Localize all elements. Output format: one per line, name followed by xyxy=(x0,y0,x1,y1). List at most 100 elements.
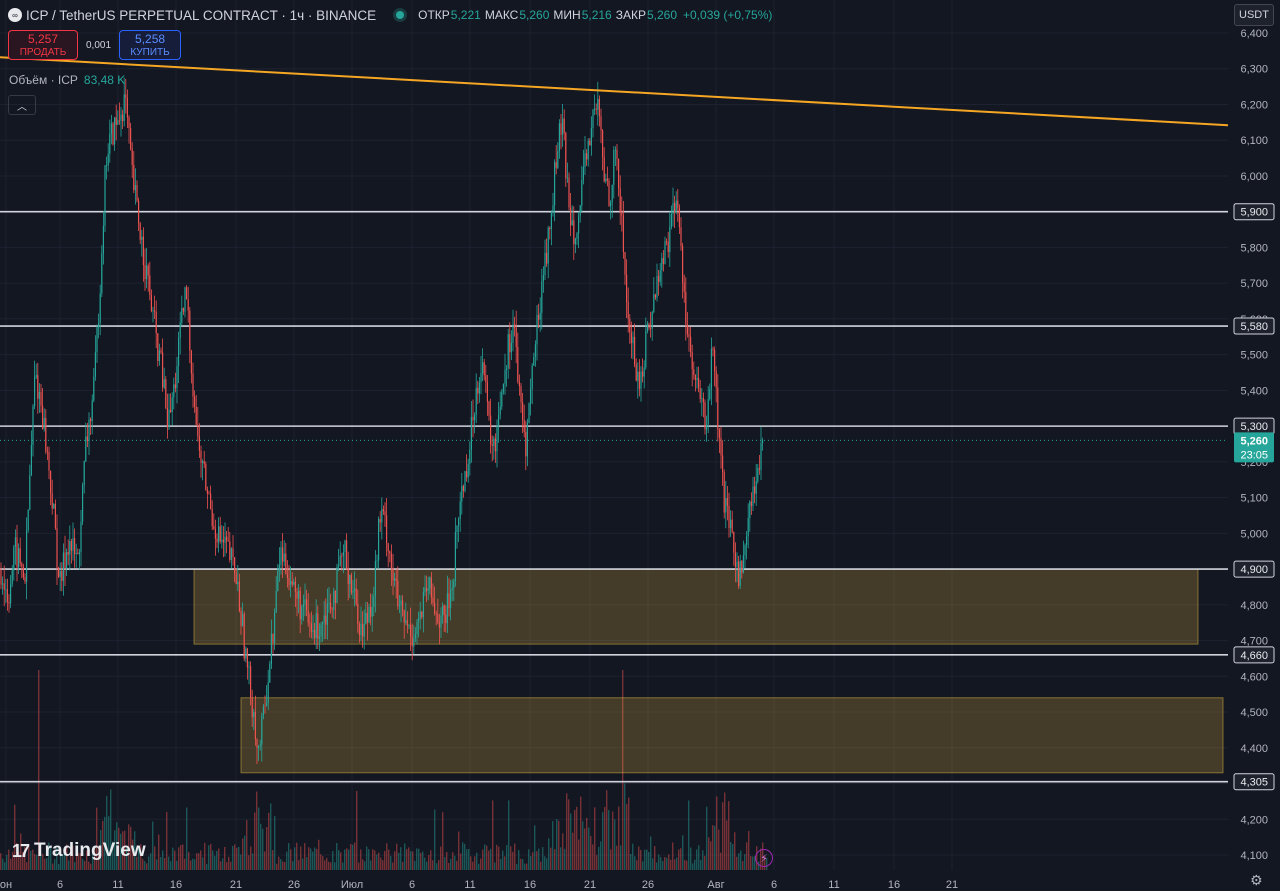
volume-bar xyxy=(542,847,544,870)
candle-body xyxy=(24,577,26,582)
volume-bar xyxy=(326,857,328,870)
candle-body xyxy=(701,398,703,400)
volume-bar xyxy=(296,842,298,870)
candle-body xyxy=(464,471,466,492)
sell-button[interactable]: 5,257 ПРОДАТЬ xyxy=(8,30,78,60)
volume-bar xyxy=(436,863,438,870)
volume-bar xyxy=(246,820,248,870)
candle-body xyxy=(514,324,516,328)
candle-body xyxy=(53,503,55,509)
currency-button[interactable]: USDT xyxy=(1234,4,1274,26)
candle-body xyxy=(696,378,698,381)
x-tick-label: Июл xyxy=(341,879,363,891)
candle-body xyxy=(634,336,636,365)
candle-body xyxy=(710,348,712,390)
candle-body xyxy=(547,227,549,264)
volume-bar xyxy=(616,845,618,870)
gear-icon[interactable]: ⚙ xyxy=(1250,872,1263,888)
candle-body xyxy=(19,548,21,564)
candle-body xyxy=(594,108,596,110)
candle-body xyxy=(258,745,260,749)
candle-body xyxy=(221,539,223,542)
candle-body xyxy=(266,702,268,707)
market-open-icon xyxy=(396,11,405,19)
volume-bar xyxy=(284,861,286,870)
volume-bars xyxy=(0,670,768,870)
candle-body xyxy=(318,636,320,639)
candle-body xyxy=(144,265,146,280)
candle-body xyxy=(443,605,445,615)
volume-bar xyxy=(128,824,130,870)
volume-bar xyxy=(422,851,424,870)
candle-body xyxy=(290,581,292,585)
candle-body xyxy=(413,638,415,647)
candle-body xyxy=(515,327,517,348)
volume-bar xyxy=(320,854,322,870)
candle-body xyxy=(362,623,364,637)
candle-body xyxy=(344,540,346,553)
volume-bar xyxy=(434,809,436,870)
candle-body xyxy=(613,150,615,185)
trendline-line xyxy=(0,56,1229,127)
candle-body xyxy=(114,117,116,145)
candle-body xyxy=(562,118,564,135)
volume-value: 83,48 K xyxy=(83,73,126,87)
lightning-icon[interactable]: ⚡ xyxy=(755,849,773,867)
volume-bar xyxy=(622,670,624,870)
volume-bar xyxy=(6,854,8,870)
candle-body xyxy=(592,109,594,128)
candle-body xyxy=(286,574,288,578)
volume-legend[interactable]: Объём · ICP 83,48 K xyxy=(9,73,125,87)
volume-bar xyxy=(386,843,388,870)
candle-body xyxy=(510,342,512,353)
trade-panel: 5,257 ПРОДАТЬ 0,001 5,258 КУПИТЬ xyxy=(8,30,182,60)
candle-body xyxy=(438,622,440,628)
candle-body xyxy=(528,403,530,423)
candle-body xyxy=(698,378,700,389)
candle-body xyxy=(733,532,735,553)
buy-button[interactable]: 5,258 КУПИТЬ xyxy=(119,30,182,60)
volume-bar xyxy=(380,857,382,870)
volume-bar xyxy=(690,847,692,870)
volume-bar xyxy=(750,856,752,870)
candle-body xyxy=(579,205,581,217)
candle-body xyxy=(445,614,447,624)
collapse-legend-button[interactable]: ︿ xyxy=(8,95,36,115)
candle-body xyxy=(402,600,404,611)
candle-body xyxy=(56,528,58,568)
volume-bar xyxy=(618,806,620,870)
icp-logo-icon: ∞ xyxy=(8,8,22,22)
candle-body xyxy=(558,123,560,152)
volume-bar xyxy=(558,820,560,870)
candle-body xyxy=(256,739,258,749)
volume-bar xyxy=(136,856,138,870)
volume-bar xyxy=(696,849,698,870)
candle-body xyxy=(126,97,128,118)
symbol-title[interactable]: ICP / TetherUS PERPETUAL CONTRACT · 1ч ·… xyxy=(26,7,377,23)
volume-bar xyxy=(624,783,626,870)
volume-bar xyxy=(244,835,246,870)
candle-body xyxy=(29,475,31,510)
candle-body xyxy=(584,153,586,168)
candle-body xyxy=(138,200,140,224)
candle-body xyxy=(203,461,205,464)
y-tick-label: 5,400 xyxy=(1240,385,1268,397)
tradingview-logo[interactable]: 17 TradingView xyxy=(12,840,146,862)
candle-body xyxy=(662,258,664,264)
volume-bar xyxy=(138,847,140,870)
candle-body xyxy=(323,615,325,622)
volume-bar xyxy=(170,861,172,870)
volume-bar xyxy=(286,851,288,870)
volume-bar xyxy=(308,847,310,870)
volume-bar xyxy=(50,847,52,870)
candle-body xyxy=(645,330,647,368)
y-tick-label: 5,500 xyxy=(1240,350,1268,362)
candle-body xyxy=(712,348,714,351)
volume-bar xyxy=(678,849,680,870)
candle-body xyxy=(336,566,338,604)
volume-bar xyxy=(176,860,178,870)
volume-bar xyxy=(548,838,550,870)
volume-bar xyxy=(732,843,734,870)
volume-bar xyxy=(96,807,98,870)
